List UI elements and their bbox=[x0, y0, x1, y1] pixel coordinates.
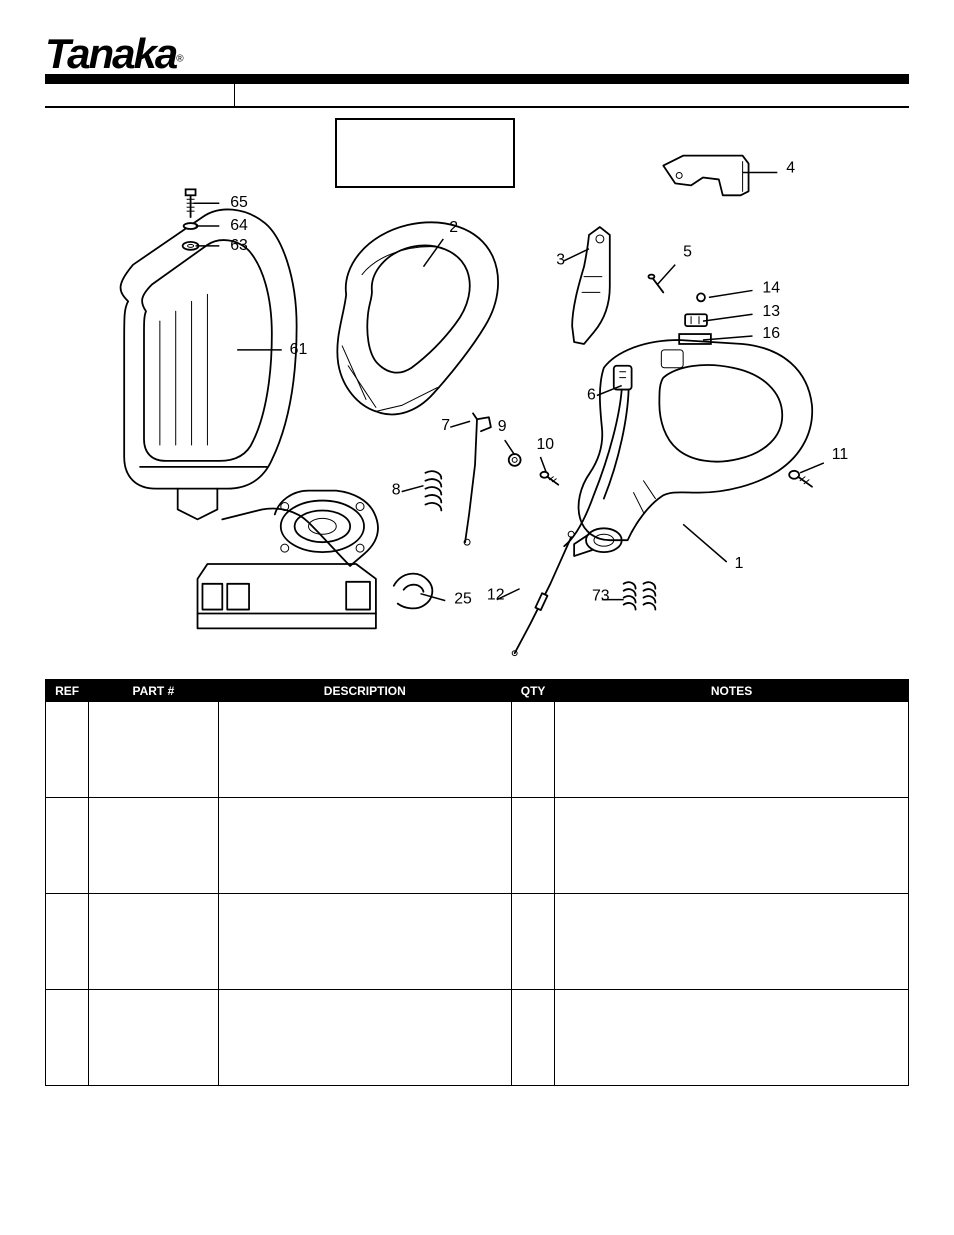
callout-leader bbox=[423, 239, 443, 267]
callout-leader bbox=[800, 463, 824, 473]
brand-logo-block: Tanaka® bbox=[45, 30, 909, 78]
callout-number: 8 bbox=[392, 482, 401, 499]
table-cell bbox=[512, 702, 555, 798]
table-cell bbox=[555, 990, 909, 1086]
callout-leader bbox=[450, 421, 470, 427]
callout-leader bbox=[709, 290, 753, 297]
part-5-pin bbox=[648, 275, 663, 293]
callout-leader bbox=[540, 457, 546, 473]
callout-number: 9 bbox=[498, 418, 507, 435]
header-band-left bbox=[45, 84, 235, 106]
callout-number: 5 bbox=[683, 244, 692, 261]
table-cell bbox=[46, 894, 89, 990]
col-notes-header: NOTES bbox=[555, 680, 909, 702]
table-cell bbox=[46, 798, 89, 894]
callout-number: 73 bbox=[592, 588, 610, 605]
callout-number: 64 bbox=[230, 217, 248, 234]
callout-leader bbox=[505, 440, 515, 455]
callout-leader bbox=[683, 524, 727, 562]
parts-table-body bbox=[46, 702, 909, 1086]
callout-number: 10 bbox=[536, 436, 554, 453]
callout-number: 7 bbox=[441, 417, 450, 434]
exploded-diagram-svg: 656463612345141316678910111122573 bbox=[45, 118, 909, 673]
table-cell bbox=[218, 702, 511, 798]
callout-number: 14 bbox=[762, 279, 780, 296]
part-12-throttle-cable bbox=[512, 531, 574, 655]
callout-leader bbox=[402, 486, 424, 492]
part-25-spring-clip bbox=[394, 574, 433, 609]
part-8-spring bbox=[425, 471, 441, 510]
table-row bbox=[46, 990, 909, 1086]
table-cell bbox=[89, 702, 218, 798]
callout-number: 16 bbox=[762, 325, 780, 342]
callout-number: 6 bbox=[587, 386, 596, 403]
col-qty-header: QTY bbox=[512, 680, 555, 702]
table-row bbox=[46, 798, 909, 894]
callout-number: 12 bbox=[487, 587, 505, 604]
callout-number: 4 bbox=[786, 160, 795, 177]
table-cell bbox=[555, 702, 909, 798]
parts-table-header: REF PART # DESCRIPTION QTY NOTES bbox=[46, 680, 909, 702]
callout-leader bbox=[703, 314, 753, 321]
part-13-switch-cap bbox=[685, 314, 707, 326]
brand-logo: Tanaka bbox=[45, 30, 176, 78]
header-band bbox=[45, 84, 909, 108]
col-part-header: PART # bbox=[89, 680, 218, 702]
part-64-washer bbox=[184, 223, 198, 229]
callout-number: 61 bbox=[290, 341, 308, 358]
part-gear-housing bbox=[198, 491, 378, 629]
table-cell bbox=[89, 990, 218, 1086]
table-cell bbox=[218, 990, 511, 1086]
part-61-front-guard bbox=[121, 209, 297, 519]
callout-number: 3 bbox=[556, 252, 565, 269]
part-73-springs bbox=[624, 582, 656, 609]
table-cell bbox=[512, 798, 555, 894]
table-cell bbox=[89, 894, 218, 990]
table-cell bbox=[555, 798, 909, 894]
part-10-screw bbox=[540, 472, 558, 485]
brand-regmark: ® bbox=[176, 54, 183, 65]
callout-leader bbox=[421, 594, 446, 601]
callout-number: 11 bbox=[832, 446, 849, 463]
callout-number: 65 bbox=[230, 194, 248, 211]
table-cell bbox=[512, 990, 555, 1086]
diagram-callouts: 656463612345141316678910111122573 bbox=[194, 160, 849, 608]
table-cell bbox=[46, 990, 89, 1086]
part-3-trigger-lever bbox=[572, 227, 610, 344]
exploded-diagram: 656463612345141316678910111122573 bbox=[45, 118, 909, 673]
callout-number: 1 bbox=[735, 555, 744, 572]
col-ref-header: REF bbox=[46, 680, 89, 702]
table-row bbox=[46, 894, 909, 990]
callout-number: 25 bbox=[454, 591, 472, 608]
callout-number: 13 bbox=[762, 303, 780, 320]
callout-leader bbox=[657, 265, 675, 285]
table-cell bbox=[555, 894, 909, 990]
table-row bbox=[46, 702, 909, 798]
part-2-handle-cover bbox=[337, 222, 498, 414]
header-band-right bbox=[235, 84, 909, 106]
parts-table: REF PART # DESCRIPTION QTY NOTES bbox=[45, 679, 909, 1086]
diagram-title-box bbox=[335, 118, 515, 188]
table-cell bbox=[512, 894, 555, 990]
table-cell bbox=[89, 798, 218, 894]
table-cell bbox=[218, 894, 511, 990]
part-4-lockout-lever bbox=[663, 156, 748, 196]
callout-number: 2 bbox=[449, 219, 458, 236]
part-14-screw bbox=[697, 293, 705, 301]
part-9-nut bbox=[509, 454, 521, 466]
table-cell bbox=[218, 798, 511, 894]
col-desc-header: DESCRIPTION bbox=[218, 680, 511, 702]
table-cell bbox=[46, 702, 89, 798]
callout-number: 63 bbox=[230, 237, 248, 254]
part-7-rod bbox=[464, 413, 491, 545]
